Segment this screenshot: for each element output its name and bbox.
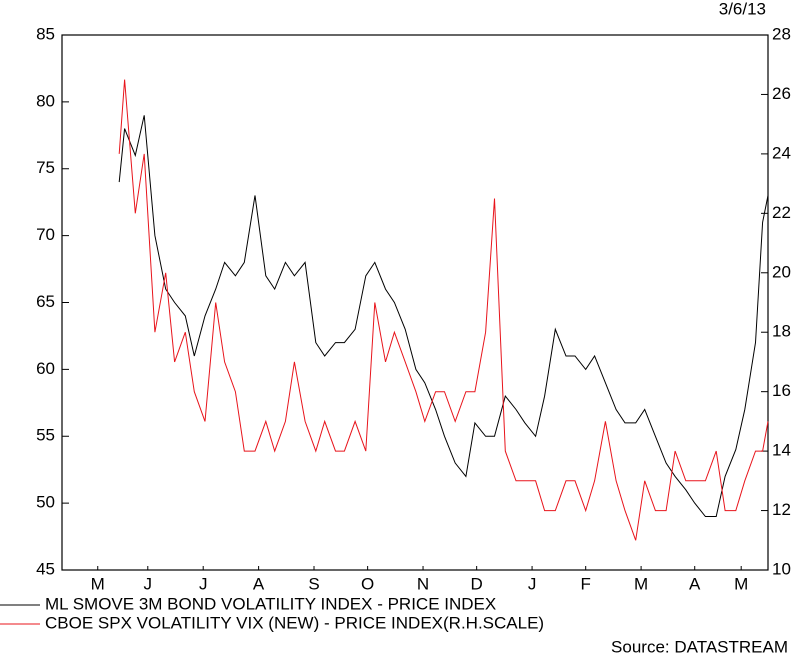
x-tick-label: A [689,574,701,593]
y-tick-label: 80 [36,91,55,110]
series-line [118,115,769,517]
y-tick-label: 55 [36,426,55,445]
x-tick-label: J [144,574,153,593]
chart-date: 3/6/13 [719,0,766,18]
y-tick-label: 70 [36,225,55,244]
legend-label: ML SMOVE 3M BOND VOLATILITY INDEX - PRIC… [45,594,496,613]
x-tick-label: D [471,574,483,593]
x-tick-label: F [580,574,590,593]
x-tick-label: N [417,574,429,593]
source-note: Source: DATASTREAM [611,637,788,656]
y2-tick-label: 10 [772,559,791,578]
x-tick-label: O [361,574,374,593]
y2-tick-label: 26 [772,84,791,103]
x-tick-label: M [91,574,105,593]
x-tick-label: M [634,574,648,593]
plot-frame [61,34,769,571]
y-tick-label: 50 [36,493,55,512]
y2-tick-label: 14 [772,441,791,460]
x-tick-label: A [253,574,265,593]
series-line [118,79,769,541]
x-tick-label: S [308,574,319,593]
y2-tick-label: 22 [772,203,791,222]
y2-tick-label: 12 [772,500,791,519]
y-tick-label: 75 [36,158,55,177]
y2-tick-label: 18 [772,322,791,341]
y-tick-label: 60 [36,359,55,378]
y-tick-label: 45 [36,559,55,578]
y2-tick-label: 16 [772,381,791,400]
y2-tick-label: 24 [772,143,791,162]
y-tick-label: 85 [36,24,55,43]
x-tick-label: J [199,574,208,593]
y2-tick-label: 28 [772,24,791,43]
legend-label: CBOE SPX VOLATILITY VIX (NEW) - PRICE IN… [45,613,544,632]
y-tick-label: 65 [36,292,55,311]
x-tick-label: J [528,574,537,593]
x-tick-label: M [734,574,748,593]
y2-tick-label: 20 [772,262,791,281]
